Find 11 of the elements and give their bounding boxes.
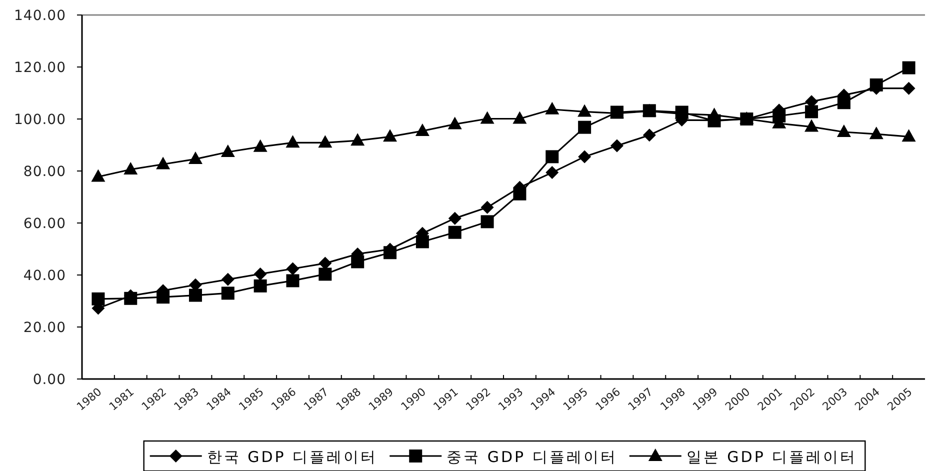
y-tick-label: 0.00 <box>32 372 66 388</box>
legend-label: 일본 GDP 디플레이터 <box>686 448 858 466</box>
y-tick-label: 100.00 <box>14 112 66 128</box>
y-tick-label: 80.00 <box>23 164 66 180</box>
legend-label: 중국 GDP 디플레이터 <box>446 448 618 466</box>
legend-label: 한국 GDP 디플레이터 <box>206 448 378 466</box>
y-tick-label: 20.00 <box>23 320 66 336</box>
y-tick-label: 140.00 <box>14 8 66 24</box>
y-tick-label: 40.00 <box>23 268 66 284</box>
y-tick-label: 60.00 <box>23 216 66 232</box>
y-tick-label: 120.00 <box>14 60 66 76</box>
